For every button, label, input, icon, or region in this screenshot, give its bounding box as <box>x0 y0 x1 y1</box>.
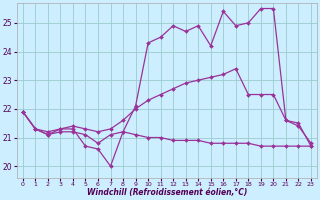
X-axis label: Windchill (Refroidissement éolien,°C): Windchill (Refroidissement éolien,°C) <box>87 188 247 197</box>
